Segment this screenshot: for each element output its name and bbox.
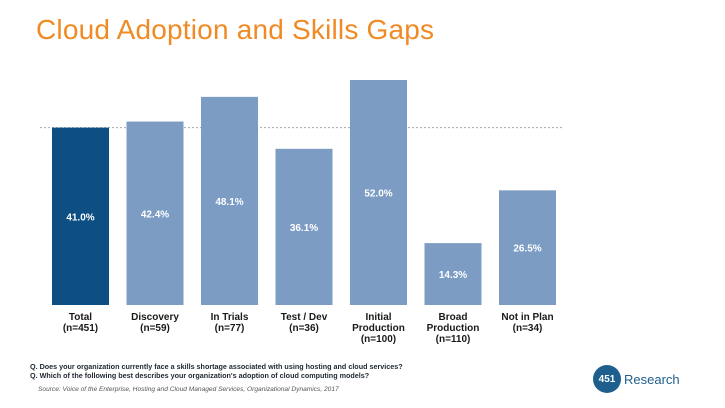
category-label-line: (n=36) (289, 323, 319, 334)
category-label-line: Production (352, 323, 405, 334)
bar-2 (126, 121, 184, 306)
chart-title: Cloud Adoption and Skills Gaps (36, 14, 435, 45)
category-label-line: Initial (365, 312, 391, 323)
value-label-5: 52.0% (364, 189, 392, 200)
bar-chart: 41.0% 42.4% 48.1% 36.1% 52.0% 14.3% 26.5% Tota… (40, 80, 563, 345)
category-label-3: In Trials (n=77) (211, 312, 249, 334)
bar-6 (424, 243, 482, 305)
category-label-line: (n=34) (513, 323, 543, 334)
category-label-2: Discovery (n=59) (131, 312, 179, 334)
bar-1 (52, 127, 109, 305)
category-label-line: Broad (439, 312, 468, 323)
footnote-1: Q. Does your organization currently face… (30, 362, 403, 371)
category-label-line: Test / Dev (281, 312, 328, 323)
value-label-7: 26.5% (513, 244, 541, 255)
category-label-5: Initial Production (n=100) (352, 312, 405, 345)
category-label-line: Production (427, 323, 480, 334)
bars-group (52, 80, 556, 306)
category-label-line: (n=77) (215, 323, 245, 334)
category-label-line: (n=451) (63, 323, 98, 334)
category-label-4: Test / Dev (n=36) (281, 312, 328, 334)
bar-4 (275, 148, 333, 305)
category-label-line: Total (69, 312, 92, 323)
bar-7 (499, 190, 556, 305)
category-label-line: (n=100) (361, 334, 396, 345)
footnote-2: Q. Which of the following best describes… (30, 371, 370, 381)
category-labels-group: Total (n=451) Discovery (n=59) In Trials (n=7… (63, 312, 554, 345)
value-label-2: 42.4% (141, 209, 169, 220)
value-label-4: 36.1% (290, 223, 318, 234)
footnotes: Q. Does your organization currently face… (30, 362, 403, 381)
value-label-3: 48.1% (215, 197, 243, 208)
category-label-6: Broad Production (n=110) (427, 312, 480, 345)
category-label-7: Not in Plan (n=34) (501, 312, 553, 334)
category-label-1: Total (n=451) (63, 312, 98, 334)
logo-451-research: 451 Research (593, 364, 680, 394)
category-label-line: In Trials (211, 312, 249, 323)
bar-3 (201, 96, 258, 305)
category-label-line: Discovery (131, 312, 179, 323)
category-label-line: Not in Plan (501, 312, 553, 323)
logo-text: Research (624, 371, 680, 387)
category-label-line: (n=110) (436, 334, 471, 345)
source-note: Source: Voice of the Enterprise, Hosting… (38, 386, 339, 393)
logo-circle: 451 (593, 365, 621, 393)
bar-5 (350, 80, 407, 305)
value-label-1: 41.0% (66, 212, 94, 223)
value-label-6: 14.3% (439, 270, 467, 281)
category-label-line: (n=59) (140, 323, 170, 334)
value-labels-group: 41.0% 42.4% 48.1% 36.1% 52.0% 14.3% 26.5% (66, 189, 541, 282)
